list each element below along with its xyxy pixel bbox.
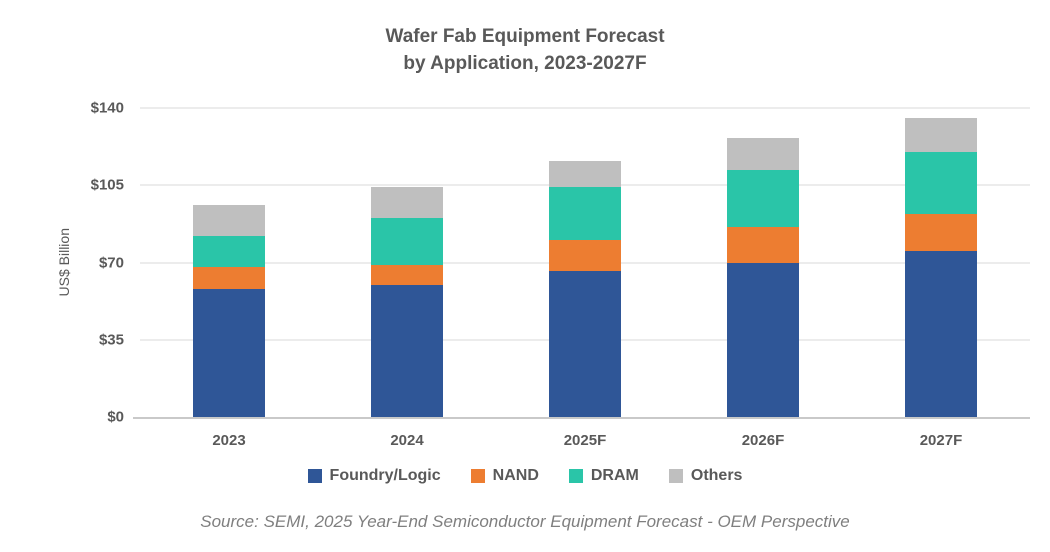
x-tick-label-2023: 2023	[212, 432, 246, 449]
x-tick-label-2026f: 2026F	[741, 432, 785, 449]
bar-segment-others-2025f	[549, 161, 621, 188]
legend-label-others: Others	[690, 467, 743, 484]
bar-segment-foundry-logic-2024	[371, 284, 443, 417]
stacked-bar-2025f	[549, 161, 621, 417]
x-tick-label-2025f: 2025F	[563, 432, 607, 449]
bar-segment-foundry-logic-2025f	[549, 271, 621, 417]
x-axis-labels: 2023 2024 2025F 2026F 2027F	[140, 432, 1030, 449]
x-axis-line	[133, 417, 1030, 419]
bar-segment-nand-2026f	[727, 227, 799, 263]
bar-segment-foundry-logic-2026f	[727, 262, 799, 417]
x-tick-label-2024: 2024	[390, 432, 424, 449]
legend-label-nand: NAND	[492, 467, 539, 484]
bar-segment-others-2024	[371, 187, 443, 219]
bar-segment-dram-2024	[371, 218, 443, 265]
chart-title-line2: by Application, 2023-2027F	[403, 53, 647, 74]
bar-segment-foundry-logic-2027f	[905, 251, 977, 417]
legend-swatch-nand	[470, 469, 485, 483]
bar-segment-others-2026f	[727, 137, 799, 170]
y-tick-label-105: $105	[90, 176, 124, 194]
x-tick-label-2027f: 2027F	[919, 432, 963, 449]
bar-segment-nand-2027f	[905, 213, 977, 252]
bar-segment-dram-2026f	[727, 169, 799, 228]
bar-columns	[140, 108, 1030, 417]
stacked-bar-2027f	[905, 117, 977, 417]
source-note: Source: SEMI, 2025 Year-End Semiconducto…	[200, 512, 850, 531]
chart-title: Wafer Fab Equipment Forecast by Applicat…	[0, 23, 1050, 77]
bar-segment-others-2027f	[905, 117, 977, 153]
y-tick-label-70: $70	[98, 254, 124, 271]
legend-item-others: Others	[668, 467, 743, 485]
bar-column-2027f	[852, 108, 1030, 417]
gridline-140	[140, 107, 1030, 109]
bar-segment-dram-2023	[193, 236, 265, 267]
legend-swatch-others	[668, 469, 683, 483]
y-tick-label-140: $140	[90, 99, 124, 117]
bar-segment-foundry-logic-2023	[193, 289, 265, 417]
legend-item-foundry-logic: Foundry/Logic	[307, 467, 441, 485]
legend-item-dram: DRAM	[568, 467, 639, 485]
legend-swatch-foundry-logic	[307, 469, 322, 483]
legend-label-dram: DRAM	[590, 467, 639, 484]
bar-segment-dram-2025f	[549, 187, 621, 241]
stacked-bar-2024	[371, 187, 443, 417]
bar-column-2023	[140, 108, 318, 417]
y-tick-label-0: $0	[107, 408, 124, 426]
bar-segment-nand-2023	[193, 266, 265, 289]
legend-label-foundry-logic: Foundry/Logic	[329, 467, 441, 484]
stacked-bar-2026f	[727, 137, 799, 417]
y-tick-label-35: $35	[98, 331, 124, 349]
bar-column-2024	[318, 108, 496, 417]
legend-item-nand: NAND	[470, 467, 539, 485]
bar-segment-nand-2024	[371, 264, 443, 285]
bar-column-2026f	[674, 108, 852, 417]
y-axis-labels: $0 $35 $70 $105 $140	[36, 100, 124, 426]
chart-title-line1: Wafer Fab Equipment Forecast	[385, 26, 665, 47]
bar-segment-dram-2027f	[905, 152, 977, 214]
legend: Foundry/Logic NAND DRAM Others	[0, 467, 1050, 485]
legend-swatch-dram	[568, 469, 583, 483]
bar-segment-others-2023	[193, 205, 265, 237]
bar-segment-nand-2025f	[549, 240, 621, 272]
stacked-bar-2023	[193, 205, 265, 417]
bar-column-2025f	[496, 108, 674, 417]
plot-area	[133, 107, 1030, 419]
